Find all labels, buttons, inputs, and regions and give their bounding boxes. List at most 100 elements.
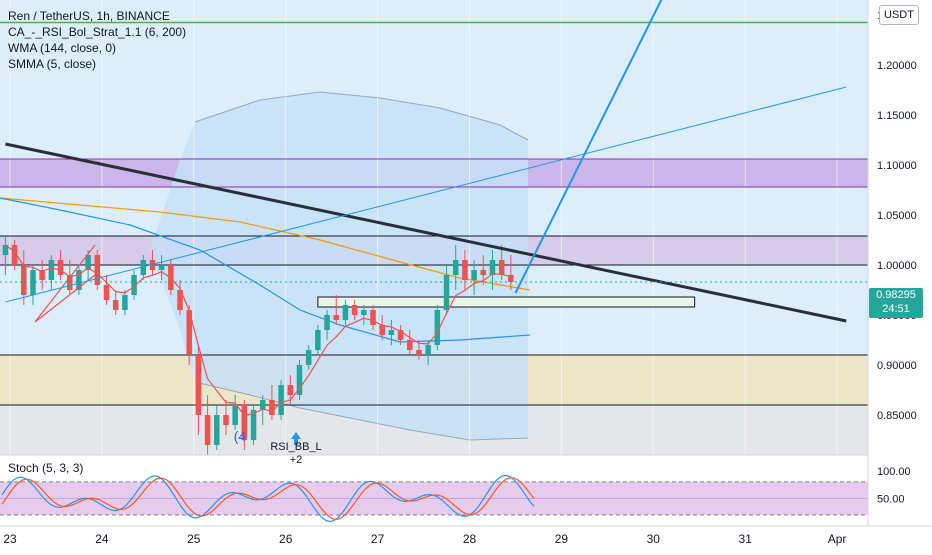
currency-button[interactable]: USDT (879, 5, 919, 25)
date-tick-label: 23 (3, 532, 17, 546)
candle-body (462, 260, 468, 280)
candle-body (103, 285, 110, 300)
last-price-value: 0.98295 (876, 289, 916, 301)
candle-body (158, 265, 165, 270)
chart-legend: Ren / TetherUS, 1h, BINANCE CA_-_RSI_Bol… (8, 8, 186, 72)
stoch-d-line (1, 477, 535, 520)
candle-body (140, 260, 147, 275)
candle-body (379, 325, 385, 335)
candle-body (407, 340, 413, 350)
candle-body (324, 315, 330, 330)
candle-body (232, 405, 238, 425)
candle-body (259, 400, 266, 410)
candle-body (112, 300, 119, 310)
indicator-rsi-bol-strat[interactable]: CA_-_RSI_Bol_Strat_1.1 (6, 200) (8, 25, 187, 39)
descending-trendline (5, 142, 847, 323)
candle-body (452, 260, 459, 275)
price-tick-label: 1.00000 (877, 260, 917, 272)
candle-body (443, 275, 450, 310)
ascending-channel-line (5, 86, 847, 303)
symbol-title[interactable]: Ren / TetherUS, 1h, BINANCE (8, 9, 170, 23)
candle-body (269, 400, 275, 415)
candle-body (498, 260, 505, 275)
candle-body (195, 355, 202, 415)
wma-line (0, 197, 531, 291)
bar-countdown: 24:51 (882, 303, 910, 315)
candle-body (30, 270, 36, 295)
date-tick-label: 26 (279, 532, 293, 546)
candle-body (489, 260, 496, 275)
candle-body (342, 305, 349, 320)
bollinger-band-area (150, 92, 528, 440)
date-tick-label: 28 (463, 532, 477, 546)
candle-body (66, 275, 73, 290)
triangle-pattern (34, 244, 96, 323)
candle-body (305, 350, 312, 365)
candle-body (287, 385, 294, 395)
candle-body (76, 270, 82, 290)
candle-body (39, 270, 45, 280)
candle-body (223, 415, 229, 425)
smma-line (5, 244, 512, 417)
signal-value: +2 (290, 454, 303, 466)
price-tick-label: 0.85000 (877, 410, 917, 422)
buy-signal-arrow-icon (291, 432, 301, 445)
bollinger-upper-line (194, 91, 529, 141)
candle-body (278, 385, 284, 415)
wave-count-label: (4 (234, 428, 247, 444)
date-tick-label: 31 (739, 532, 753, 546)
price-axis-background (868, 0, 932, 550)
time-axis-background (0, 526, 932, 550)
candle-body (425, 345, 431, 355)
candle-body (416, 350, 422, 355)
price-tick-label: 1.15000 (877, 110, 917, 122)
candle-body (250, 410, 257, 440)
candle-body (204, 415, 211, 445)
candle-body (480, 270, 487, 275)
projection-arrow (514, 0, 663, 294)
candle-body (186, 310, 192, 355)
candle-body (2, 245, 9, 255)
candle-body (370, 310, 376, 325)
candle-body (434, 310, 441, 345)
date-tick-label: 29 (555, 532, 569, 546)
candle-body (397, 330, 404, 340)
candle-body (361, 310, 367, 315)
candle-body (177, 290, 183, 310)
candle-body (94, 255, 101, 285)
last-price-tag: 0.98295 24:51 (869, 288, 923, 318)
date-tick-label: 30 (647, 532, 661, 546)
candle-body (296, 365, 303, 395)
candle-body (214, 415, 220, 445)
candle-body (471, 270, 477, 280)
candle-body (122, 295, 128, 310)
indicator-smma[interactable]: SMMA (5, close) (8, 57, 97, 71)
candle-body (131, 275, 137, 295)
stoch-tick-label: 100.00 (877, 466, 911, 478)
price-tick-label: 1.05000 (877, 210, 917, 222)
date-tick-label: 24 (95, 532, 109, 546)
candle-body (48, 260, 55, 280)
stoch-k-line (1, 474, 535, 523)
indicator-wma[interactable]: WMA (144, close, 0) (8, 41, 117, 55)
signal-label: RSI_BB_L (270, 441, 321, 453)
candle-body (241, 405, 248, 440)
date-tick-label: 27 (371, 532, 385, 546)
price-tick-label: 0.90000 (877, 360, 917, 372)
stoch-indicator-label[interactable]: Stoch (5, 3, 3) (8, 461, 84, 475)
candle-body (508, 275, 514, 282)
support-box (317, 296, 696, 308)
price-tick-label: 1.20000 (877, 60, 917, 72)
date-tick-label: Apr (828, 532, 847, 546)
candle-body (149, 260, 156, 270)
candle-body (57, 260, 64, 275)
date-tick-label: 25 (187, 532, 201, 546)
price-tick-label: 1.10000 (877, 160, 917, 172)
candle-body (351, 305, 358, 315)
candle-body (85, 255, 91, 270)
candle-body (388, 330, 395, 335)
candle-body (21, 265, 27, 295)
candle-body (11, 245, 18, 265)
